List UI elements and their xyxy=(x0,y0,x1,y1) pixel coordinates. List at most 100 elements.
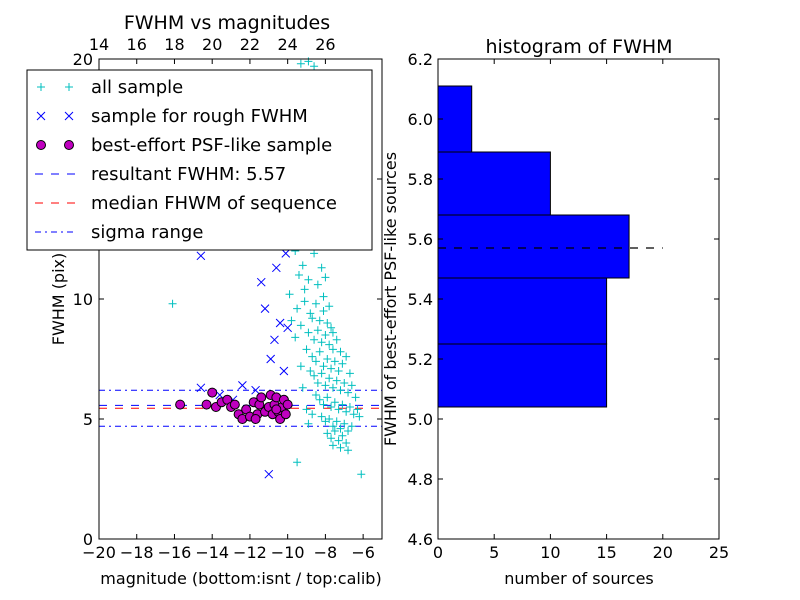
scatter-point-plus xyxy=(351,393,360,402)
scatter-point-plus xyxy=(344,388,353,397)
top-tick-label: 26 xyxy=(315,35,335,54)
scatter-point-x xyxy=(270,335,279,345)
scatter-point-plus xyxy=(328,422,337,431)
histogram-bar-4 xyxy=(437,85,473,153)
legend-swatches xyxy=(35,83,77,233)
hist-y-tick-label: 5.6 xyxy=(408,230,433,249)
scatter-top-ticks: 14 16 18 20 22 24 26 xyxy=(89,35,336,64)
x-tick-label: −16 xyxy=(158,543,192,562)
histogram-y-label: FWHM of best-effort PSF-like sources xyxy=(381,152,400,446)
scatter-point-plus xyxy=(317,412,326,421)
scatter-y-label: FWHM (pix) xyxy=(49,253,68,346)
scatter-point-plus xyxy=(338,359,347,368)
scatter-point-plus xyxy=(310,371,319,380)
scatter-point-x xyxy=(279,366,289,376)
scatter-point-plus xyxy=(296,362,305,371)
top-tick-label: 24 xyxy=(277,35,297,54)
scatter-point-plus xyxy=(304,275,313,284)
scatter-point-plus xyxy=(345,403,354,411)
scatter-point-plus xyxy=(344,446,353,455)
scatter-point-plus xyxy=(310,335,319,344)
scatter-x-ticks: −20 −18 −16 −14 −12 −10 −8 −6 xyxy=(82,534,375,562)
scatter-point-plus xyxy=(342,439,351,447)
x-tick-label: −6 xyxy=(351,543,375,562)
hist-x-tick-label: 15 xyxy=(596,543,616,562)
scatter-point-plus xyxy=(323,429,332,438)
scatter-point-plus xyxy=(330,357,339,366)
y-tick-label: 10 xyxy=(73,290,93,309)
scatter-point-plus xyxy=(325,302,334,311)
scatter-point-plus xyxy=(327,323,336,332)
scatter-point-plus xyxy=(353,405,362,414)
histogram-bar-2 xyxy=(437,214,630,279)
scatter-point-plus xyxy=(328,345,337,354)
legend-marker-plus xyxy=(65,83,73,91)
scatter-point-plus xyxy=(328,328,337,337)
y-tick-label: 0 xyxy=(83,530,93,549)
scatter-point-plus xyxy=(342,407,351,416)
scatter-point-plus xyxy=(308,352,317,361)
histogram-x-ticks: 0 5 10 15 20 25 xyxy=(433,59,729,562)
x-tick-label: −18 xyxy=(120,543,154,562)
x-tick-label: −10 xyxy=(271,543,305,562)
legend-label-median-fhwm: median FHWM of sequence xyxy=(91,193,337,214)
scatter-point-plus xyxy=(323,355,332,363)
histogram-x-label: number of sources xyxy=(504,569,654,588)
top-tick-label: 22 xyxy=(240,35,260,54)
scatter-point-plus xyxy=(308,314,317,323)
scatter-point-plus xyxy=(304,328,313,337)
scatter-point-plus xyxy=(310,249,319,258)
x-tick-label: −20 xyxy=(82,543,116,562)
scatter-point-plus xyxy=(296,59,305,68)
scatter-point-plus xyxy=(347,422,356,431)
top-tick-label: 20 xyxy=(202,35,222,54)
histogram-bar-0 xyxy=(437,343,608,408)
scatter-point-plus xyxy=(336,424,345,433)
scatter-point-plus xyxy=(313,326,322,335)
x-tick-label: −8 xyxy=(314,543,338,562)
scatter-point-plus xyxy=(311,299,320,308)
scatter-point-plus xyxy=(285,290,294,299)
scatter-point-plus xyxy=(338,400,347,409)
scatter-point-plus xyxy=(304,419,313,428)
scatter-point-x xyxy=(196,251,206,261)
scatter-point-plus xyxy=(317,369,326,378)
y-tick-label: 20 xyxy=(73,50,93,69)
histogram-y-ticks: 4.6 4.8 5.0 5.2 5.4 5.6 5.8 6.0 6.2 xyxy=(408,50,719,549)
scatter-point-plus xyxy=(300,285,309,294)
scatter-point-x xyxy=(266,354,276,364)
scatter-point-plus xyxy=(328,441,337,450)
scatter-point-plus xyxy=(296,321,305,330)
histogram-title: histogram of FWHM xyxy=(485,36,672,58)
hist-x-tick-label: 25 xyxy=(709,543,729,562)
scatter-point-circle xyxy=(256,392,267,403)
legend-label-sigma-range: sigma range xyxy=(91,222,203,243)
scatter-point-plus xyxy=(321,381,330,390)
scatter-point-circle xyxy=(207,387,218,398)
scatter-point-plus xyxy=(327,434,336,443)
legend-label-rough-sample: sample for rough FWHM xyxy=(91,106,308,127)
scatter-point-plus xyxy=(327,403,336,411)
scatter-point-plus xyxy=(323,319,332,327)
scatter-point-plus xyxy=(342,352,351,361)
x-tick-label: −12 xyxy=(233,543,267,562)
scatter-point-plus xyxy=(317,263,326,272)
scatter-point-plus xyxy=(334,367,343,375)
scatter-point-plus xyxy=(336,386,345,395)
scatter-point-plus xyxy=(344,427,353,435)
hist-y-tick-label: 5.2 xyxy=(408,350,433,369)
hist-x-tick-label: 20 xyxy=(653,543,673,562)
scatter-point-x xyxy=(251,385,260,395)
scatter-point-plus xyxy=(357,470,366,479)
scatter-point-circle xyxy=(229,399,240,410)
hist-x-tick-label: 10 xyxy=(540,543,560,562)
scatter-point-circle xyxy=(271,404,282,415)
scatter-point-plus xyxy=(332,335,341,344)
scatter-point-plus xyxy=(306,367,315,375)
scatter-point-plus xyxy=(327,364,336,373)
histogram-bars xyxy=(437,85,630,408)
histogram-bar-3 xyxy=(437,151,551,216)
scatter-point-plus xyxy=(287,316,296,325)
scatter-point-plus xyxy=(336,443,345,452)
